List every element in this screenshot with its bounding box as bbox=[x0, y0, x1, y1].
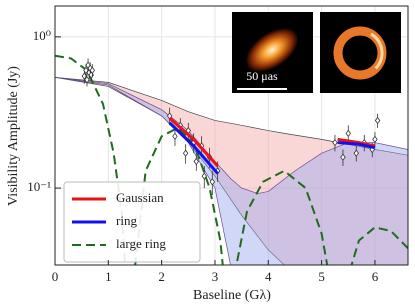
legend-label: Gaussian bbox=[116, 190, 164, 205]
legend: Gaussian ring large ring bbox=[63, 181, 201, 263]
data-point bbox=[340, 153, 346, 161]
band-edge bbox=[55, 76, 285, 265]
data-point bbox=[353, 149, 359, 157]
x-tick-label: 0 bbox=[52, 269, 59, 284]
data-point bbox=[83, 66, 89, 75]
series-line bbox=[168, 121, 376, 175]
large-ring-line bbox=[55, 54, 408, 265]
data-point bbox=[372, 135, 378, 144]
x-tick-label: 4 bbox=[265, 269, 272, 284]
x-tick-label: 2 bbox=[158, 269, 165, 284]
data-point bbox=[182, 149, 189, 157]
data-point bbox=[374, 116, 381, 125]
data-point bbox=[89, 66, 96, 75]
inset-gaussian: 50 μas bbox=[232, 12, 313, 93]
data-point bbox=[193, 157, 200, 166]
legend-label: ring bbox=[116, 213, 137, 228]
x-tick-label: 6 bbox=[372, 269, 379, 284]
inset-ring bbox=[320, 12, 401, 93]
y-axis-label: Visibility Amplitude (Jy) bbox=[6, 66, 21, 206]
data-point bbox=[201, 172, 208, 180]
data-point bbox=[345, 129, 351, 138]
x-tick-label: 1 bbox=[105, 269, 112, 284]
x-tick-label: 5 bbox=[318, 269, 325, 284]
band bbox=[55, 77, 408, 265]
data-point bbox=[84, 76, 90, 84]
data-point bbox=[172, 132, 178, 140]
series-line bbox=[168, 117, 376, 167]
y-tick-label: 10⁰ bbox=[33, 28, 51, 43]
plot-frame bbox=[54, 5, 409, 266]
x-tick-label: 3 bbox=[212, 269, 219, 284]
data-point bbox=[87, 64, 93, 72]
inset-scale-label: 50 μas bbox=[246, 69, 278, 83]
band bbox=[55, 77, 408, 265]
x-axis-label: Baseline (Gλ) bbox=[193, 288, 271, 303]
data-point bbox=[332, 138, 338, 147]
data-point bbox=[209, 178, 216, 186]
band-edge bbox=[55, 76, 231, 265]
legend-label: large ring bbox=[116, 236, 166, 251]
y-tick-label: 10⁻¹ bbox=[27, 179, 51, 194]
